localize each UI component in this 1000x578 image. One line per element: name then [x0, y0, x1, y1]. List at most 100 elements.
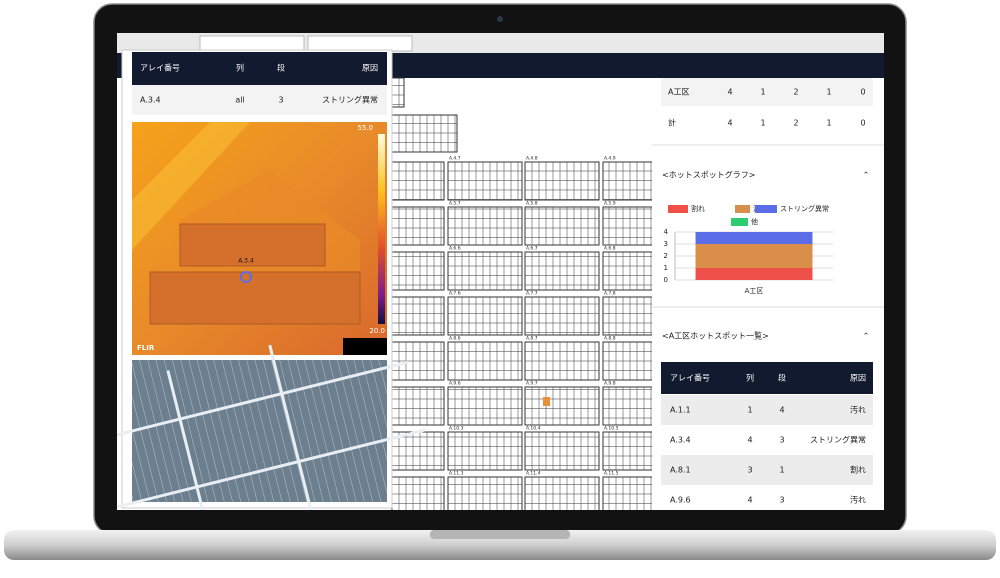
table-row: [661, 395, 873, 425]
bar-segment: [695, 244, 813, 268]
thermal-overlay: [343, 338, 387, 355]
table-cell: 1: [779, 466, 784, 475]
table-cell: 3: [278, 96, 283, 105]
table-cell: ストリング異常: [322, 95, 378, 105]
array-panel: [391, 296, 445, 336]
column-header: 原因: [850, 374, 866, 383]
array-label: A.4.7: [449, 156, 461, 162]
select[interactable]: [307, 35, 413, 52]
table-cell: 0: [860, 119, 865, 128]
thermal-road: [132, 122, 250, 250]
array-label: A.11.4: [526, 471, 541, 477]
legend-label: 他: [751, 217, 758, 226]
base-notch: [430, 530, 570, 539]
hotspot-highlight: [543, 397, 550, 406]
table-cell: 4: [747, 436, 752, 445]
collapse-icon[interactable]: ⌃: [863, 332, 870, 341]
thermal-panels: [149, 271, 361, 325]
bar-segment: [695, 232, 813, 244]
y-tick-label: 3: [664, 240, 668, 248]
table-row: [661, 109, 873, 137]
array-label: A.10.5: [604, 426, 619, 432]
table-cell: 汚れ: [850, 405, 866, 415]
array-panel: [391, 161, 445, 201]
y-tick-label: 4: [664, 228, 669, 236]
array-panel: [447, 251, 523, 291]
y-tick-label: 0: [664, 276, 668, 284]
array-label: A.10.3: [449, 426, 464, 432]
array-panel: [524, 431, 600, 471]
legend-swatch: [755, 205, 777, 213]
target-label: A.3.4: [238, 258, 254, 265]
array-label: A.10.4: [526, 426, 541, 432]
array-label: A.8.6: [449, 336, 461, 342]
thermal-panels: [179, 223, 326, 267]
table-cell: 3: [747, 466, 752, 475]
table-row: [661, 425, 873, 455]
table-cell: 1: [747, 406, 752, 415]
table-cell: A.1.1: [670, 406, 691, 415]
column-header: 列: [746, 373, 754, 383]
table-cell: A.3.4: [140, 96, 161, 105]
array-label: A.11.5: [604, 471, 619, 477]
left-panel: 55.0 20.0 A.3.4 FLIR アレイ番号 列 段 原因 A.3.4 all 3 ス…: [117, 49, 426, 510]
collapse-icon[interactable]: ⌃: [863, 171, 870, 180]
table-cell: 4: [727, 88, 732, 97]
array-label: A.7.6: [449, 291, 461, 297]
bar-segment: [695, 268, 813, 280]
select[interactable]: [199, 35, 305, 52]
array-panel: [447, 386, 523, 426]
array-panel: [447, 296, 523, 336]
table-cell: 4: [727, 119, 732, 128]
column-header: アレイ番号: [670, 373, 710, 383]
legend-label: 割れ: [691, 204, 705, 213]
array-panel: [391, 251, 445, 291]
array-label: A.9.8: [604, 381, 616, 387]
array-label: A.4.8: [526, 156, 538, 162]
legend-swatch: [731, 218, 748, 226]
array-label: A.7.7: [526, 291, 538, 297]
temperature-scale: [378, 134, 385, 324]
array-panel: [524, 251, 600, 291]
array-label: A.9.6: [449, 381, 461, 387]
table-cell: 割れ: [850, 465, 866, 475]
brand-logo: FLIR: [137, 344, 155, 352]
scale-max: 55.0: [357, 124, 373, 132]
table-cell: 3: [779, 436, 784, 445]
scale-min: 20.0: [369, 327, 385, 335]
y-tick-label: 2: [664, 252, 668, 260]
array-panel: [524, 206, 600, 246]
array-panel: [391, 386, 445, 426]
array-panel: [524, 161, 600, 201]
table-cell: A.8.1: [670, 466, 691, 475]
table-row: [132, 85, 387, 115]
array-label: A.9.7: [526, 381, 538, 387]
array-panel: [447, 206, 523, 246]
column-header: 段: [778, 373, 786, 383]
table-cell: 計: [668, 118, 676, 128]
y-tick-label: 1: [664, 264, 668, 272]
array-label: A.4.9: [604, 156, 616, 162]
table-cell: A.9.6: [670, 496, 691, 505]
array-panel: [391, 341, 445, 381]
x-tick-label: A工区: [745, 287, 764, 295]
array-panel: [524, 386, 600, 426]
array-label: A.11.3: [449, 471, 464, 477]
table-cell: A.3.4: [670, 436, 691, 445]
target-marker: [240, 271, 252, 283]
table-cell: 1: [826, 88, 831, 97]
legend-swatch: [668, 205, 688, 213]
array-panel: [524, 296, 600, 336]
array-map: A.4.7 A.4.8 A.4.9 A.5.7 A.5.8 A.5.9 A.6.6 A.6.7…: [391, 77, 678, 510]
column-header: 段: [277, 63, 285, 73]
array-panel: [391, 476, 445, 510]
array-panel: [447, 431, 523, 471]
array-label: A.6.7: [526, 246, 538, 252]
array-label: A.6.8: [604, 246, 616, 252]
section-heading: <ホットスポットグラフ>: [662, 170, 755, 180]
section-heading: <A工区ホットスポット一覧>: [662, 331, 769, 341]
panel-frames: [117, 344, 426, 510]
array-label: A.5.9: [604, 201, 616, 207]
legend-label: ストリング異常: [780, 204, 829, 213]
